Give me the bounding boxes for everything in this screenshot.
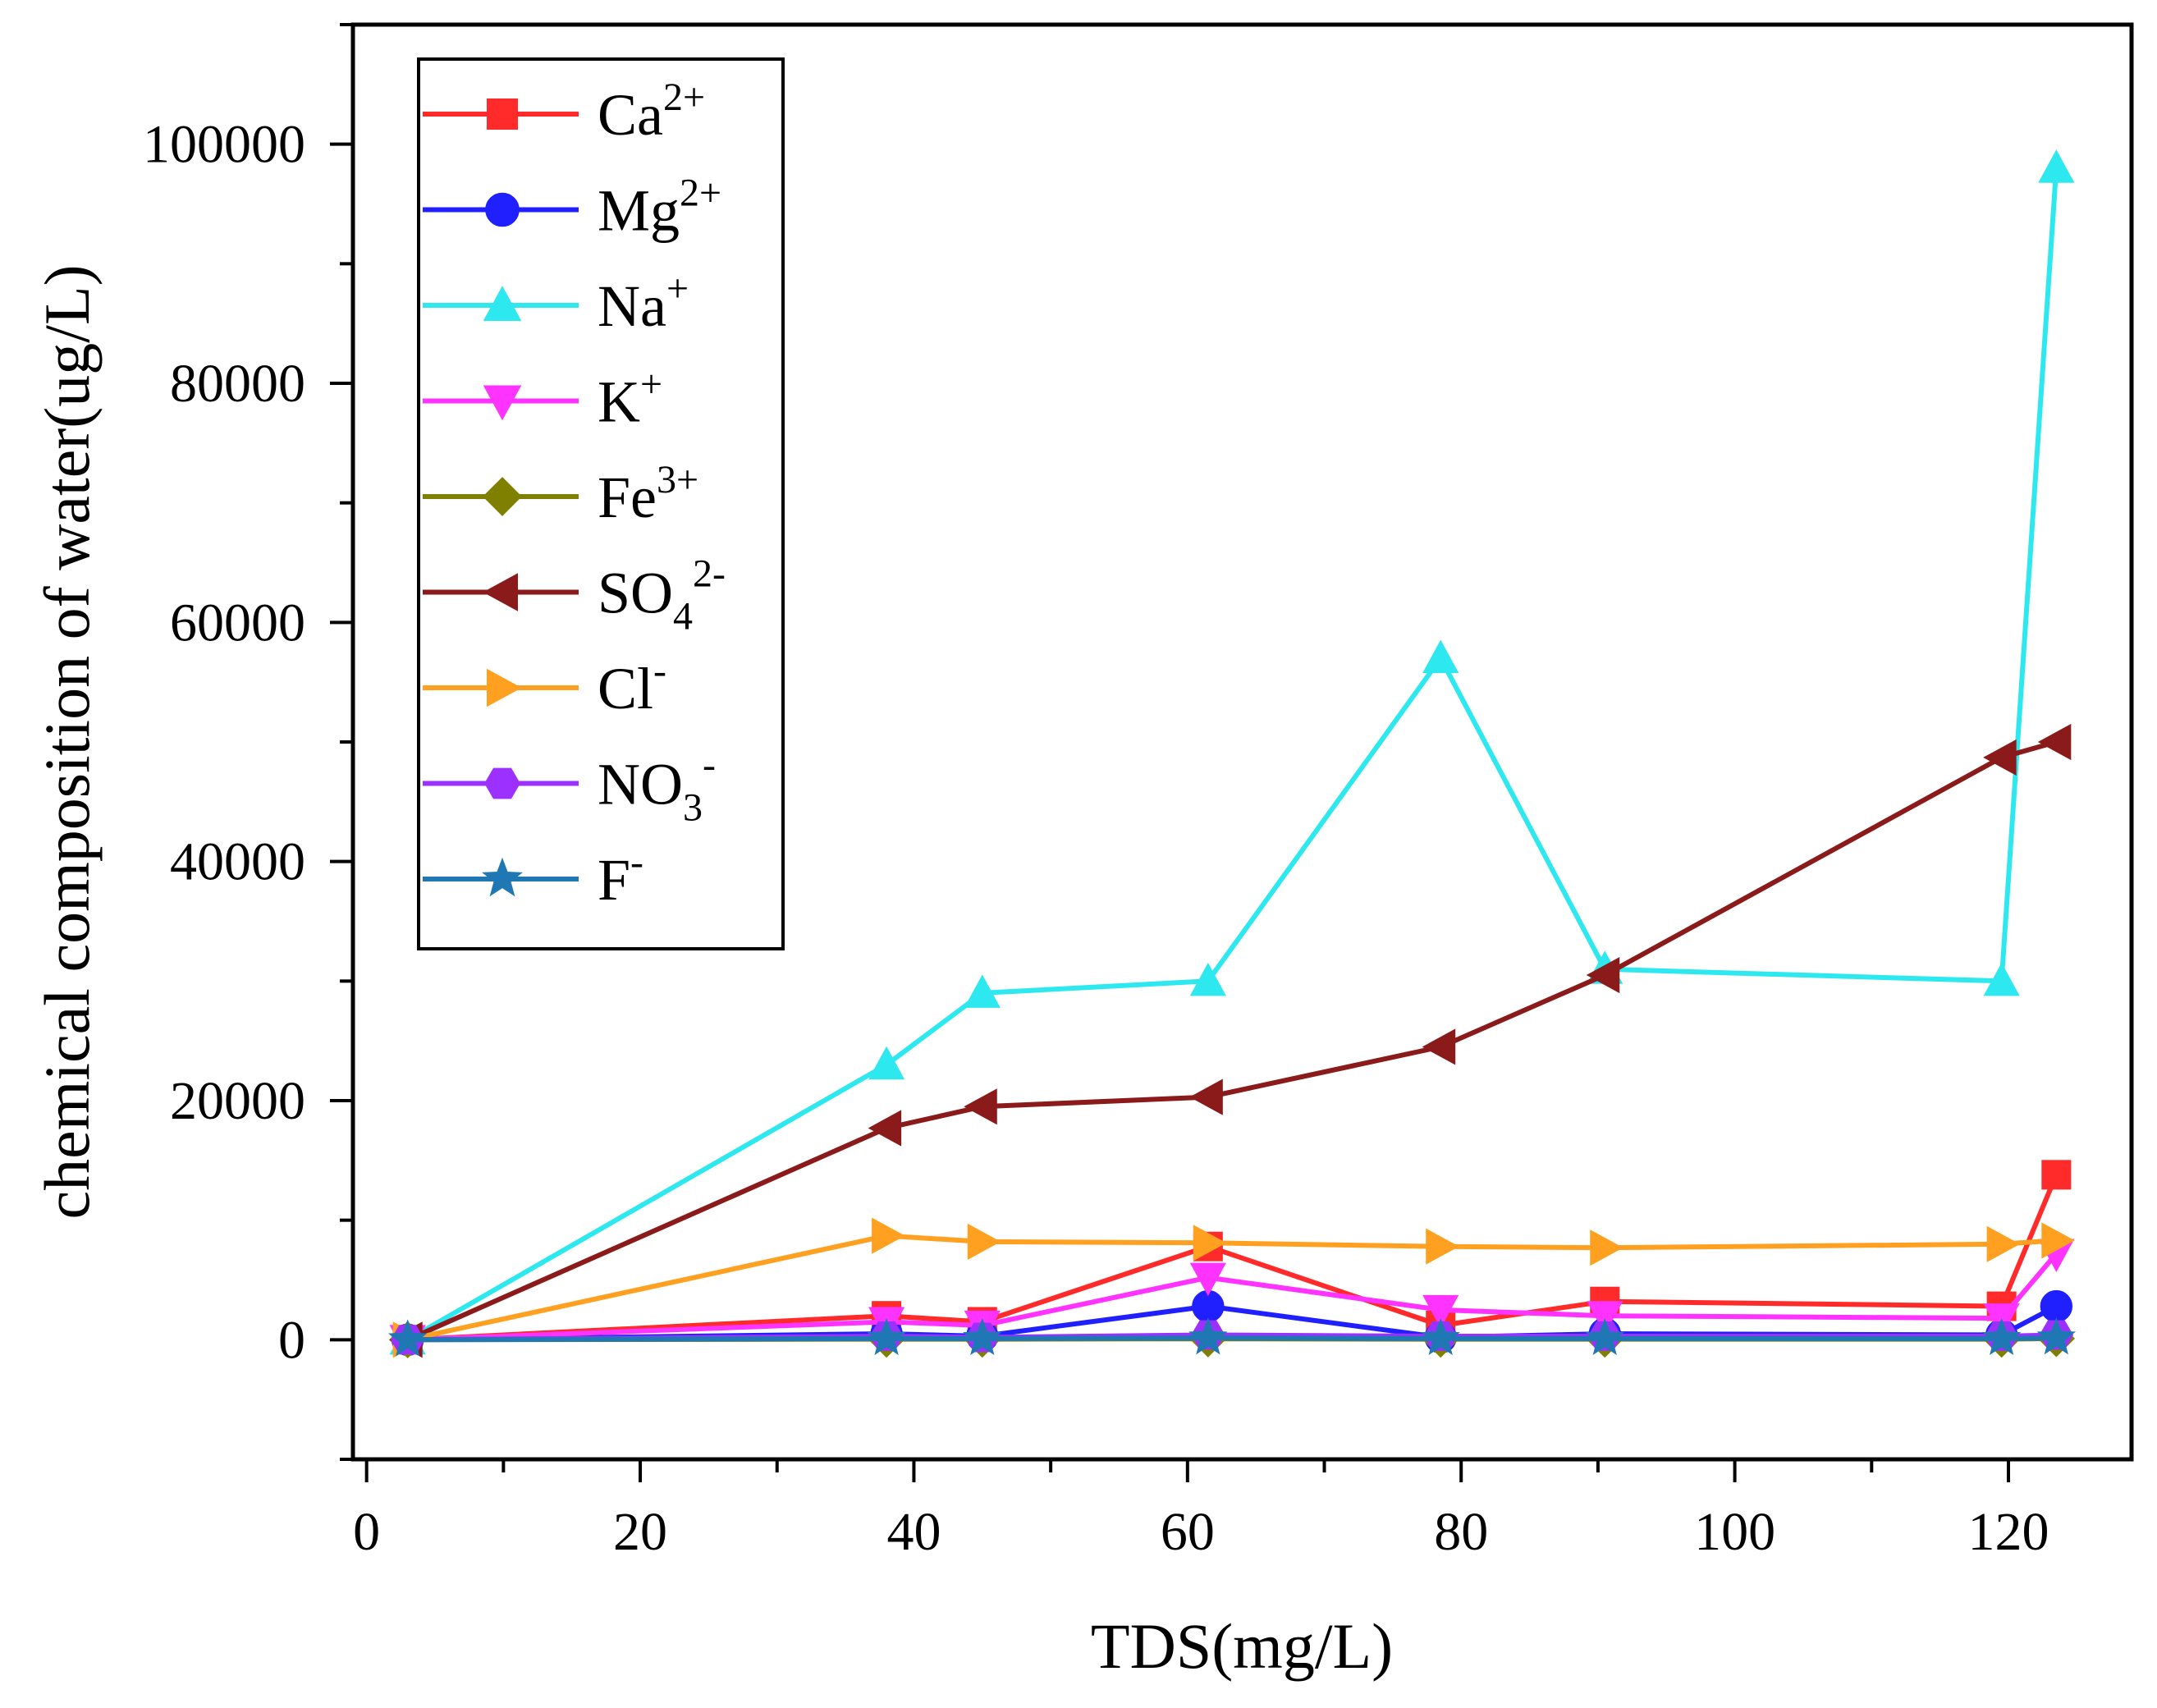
- series-line: [407, 1174, 2059, 1343]
- data-point: [964, 974, 1001, 1008]
- legend-item: NO3-: [423, 744, 716, 830]
- series-6: [389, 723, 2072, 1358]
- data-point: [1188, 1317, 1228, 1355]
- series-7: [392, 1217, 2075, 1358]
- series-line: [407, 1252, 2059, 1343]
- x-tick-label: 0: [353, 1502, 380, 1562]
- y-tick-label: 60000: [170, 593, 305, 653]
- legend-marker: [487, 98, 518, 130]
- data-point: [1590, 1229, 1623, 1266]
- legend-item: SO42-: [423, 552, 726, 639]
- series-3: [389, 149, 2075, 1355]
- legend-item: Ca2+: [423, 76, 705, 148]
- data-point: [1189, 1078, 1223, 1115]
- data-point: [1586, 956, 1620, 994]
- legend-marker: [483, 573, 518, 611]
- legend-marker: [483, 477, 522, 516]
- data-point: [2038, 149, 2075, 183]
- x-tick-label: 80: [1434, 1502, 1488, 1562]
- data-point: [2041, 1160, 2072, 1190]
- data-point: [1189, 962, 1226, 996]
- y-tick-label: 40000: [170, 832, 305, 892]
- legend-label: Mg2+: [598, 172, 721, 244]
- legend-item: F-: [423, 840, 643, 913]
- y-tick-label: 20000: [170, 1071, 305, 1131]
- data-point: [1421, 1317, 1460, 1356]
- legend-marker: [482, 857, 523, 897]
- data-point: [867, 1317, 906, 1356]
- data-point: [1422, 1028, 1456, 1065]
- data-point: [1426, 1228, 1459, 1265]
- data-point: [2040, 1289, 2073, 1323]
- data-point: [1422, 639, 1459, 674]
- data-point: [387, 1319, 428, 1357]
- legend-label: Fe3+: [598, 458, 698, 530]
- data-point: [2041, 1222, 2075, 1259]
- legend-item: Cl-: [423, 649, 666, 721]
- x-axis-label: TDS(mg/L): [1091, 1610, 1393, 1682]
- legend-label: K+: [598, 363, 662, 435]
- x-tick-label: 100: [1694, 1502, 1775, 1562]
- legend-label: SO42-: [598, 552, 726, 639]
- x-tick-label: 20: [613, 1502, 667, 1562]
- legend-marker: [484, 767, 520, 799]
- data-point: [872, 1217, 905, 1254]
- y-tick-label: 100000: [143, 115, 305, 175]
- data-point: [1193, 1225, 1227, 1262]
- legend-item: Fe3+: [423, 458, 698, 530]
- legend-marker: [487, 668, 522, 707]
- series-9: [387, 1317, 2077, 1357]
- y-axis-label: chemical composition of water(ug/L): [31, 264, 103, 1219]
- legend-marker: [485, 192, 520, 227]
- data-point: [2036, 1317, 2077, 1355]
- data-point: [1422, 1294, 1459, 1329]
- data-point: [964, 1088, 997, 1125]
- data-point: [868, 1046, 905, 1080]
- legend-marker: [483, 385, 522, 421]
- series-line: [407, 1233, 2057, 1343]
- data-point: [868, 1110, 902, 1147]
- y-tick-label: 0: [278, 1310, 305, 1370]
- data-point: [1189, 1262, 1226, 1297]
- legend-label: Cl-: [598, 649, 666, 721]
- series-2: [391, 1289, 2073, 1357]
- series-1: [392, 1160, 2072, 1355]
- y-tick-label: 80000: [170, 354, 305, 414]
- data-point: [1983, 962, 2020, 996]
- legend-item: K+: [423, 363, 662, 435]
- data-point: [1587, 1301, 1623, 1335]
- series-line: [406, 740, 2058, 1343]
- legend-marker: [483, 286, 522, 321]
- data-point: [1585, 1317, 1624, 1356]
- data-point: [963, 1317, 1002, 1356]
- legend-item: Na+: [423, 267, 689, 339]
- data-point: [1981, 1317, 2022, 1356]
- x-tick-label: 40: [886, 1502, 941, 1562]
- series-group: [387, 149, 2077, 1358]
- data-point: [2037, 723, 2072, 761]
- legend: Ca2+ Mg2+ Na+ K+ Fe3+ SO42- Cl- NO3- F-: [417, 57, 785, 950]
- legend-label: F-: [598, 840, 643, 913]
- x-tick-label: 60: [1161, 1502, 1215, 1562]
- data-point: [967, 1223, 1001, 1260]
- series-line: [407, 1335, 2057, 1343]
- data-point: [1986, 1225, 2021, 1262]
- y-axis-ticks: 0 20000 40000 60000 80000 100000: [143, 23, 353, 1461]
- data-point: [1983, 739, 2017, 776]
- legend-item: Mg2+: [423, 172, 721, 244]
- series-line: [406, 167, 2059, 1342]
- legend-label: Na+: [598, 267, 689, 339]
- legend-label: Ca2+: [598, 76, 705, 148]
- x-tick-label: 120: [1967, 1502, 2049, 1562]
- x-axis-ticks: 0 20 40 60 80 100 120: [353, 1459, 2049, 1562]
- legend-label: NO3-: [598, 744, 716, 830]
- legend-box: [417, 57, 785, 950]
